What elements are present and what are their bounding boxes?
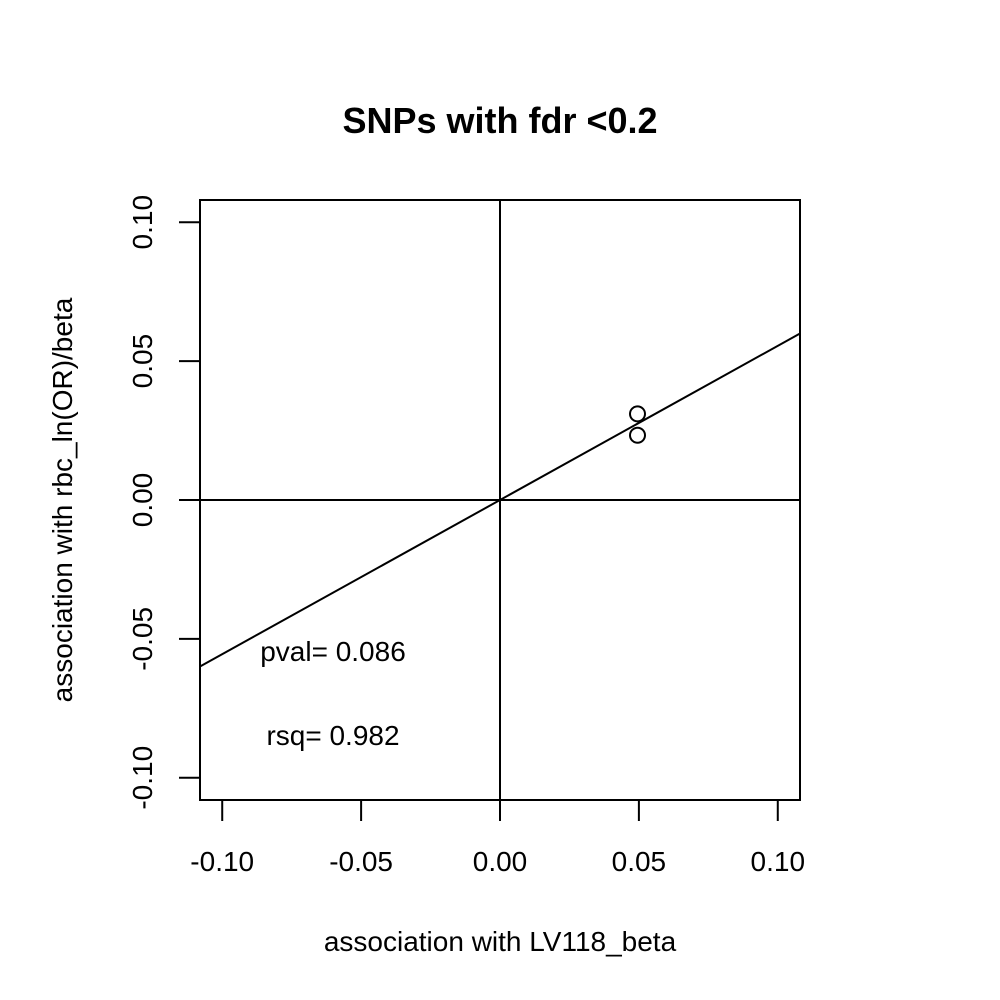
x-axis-label: association with LV118_beta: [324, 926, 677, 957]
x-tick-label: -0.05: [329, 846, 393, 877]
y-tick-label: 0.00: [127, 473, 158, 528]
y-axis-label: association with rbc_ln(OR)/beta: [47, 297, 78, 702]
x-axis: -0.10 -0.05 0.00 0.05 0.10: [190, 799, 806, 877]
chart-title: SNPs with fdr <0.2: [342, 100, 657, 141]
data-points: [629, 405, 646, 444]
plot-frame: [199, 199, 801, 801]
pval-annotation: pval= 0.086: [260, 636, 406, 667]
y-tick-label: -0.05: [127, 607, 158, 671]
y-tick-label: 0.05: [127, 334, 158, 389]
x-tick-label: 0.00: [473, 846, 528, 877]
regression-line: [199, 332, 801, 668]
x-tick-label: 0.10: [751, 846, 806, 877]
rsq-annotation: rsq= 0.982: [266, 720, 399, 751]
x-tick-label: 0.05: [612, 846, 667, 877]
y-tick-label: 0.10: [127, 195, 158, 250]
data-point: [629, 426, 646, 444]
y-tick-label: -0.10: [127, 746, 158, 810]
data-point: [629, 405, 646, 423]
y-axis: -0.10 -0.05 0.00 0.05 0.10: [127, 195, 200, 810]
x-tick-label: -0.10: [190, 846, 254, 877]
